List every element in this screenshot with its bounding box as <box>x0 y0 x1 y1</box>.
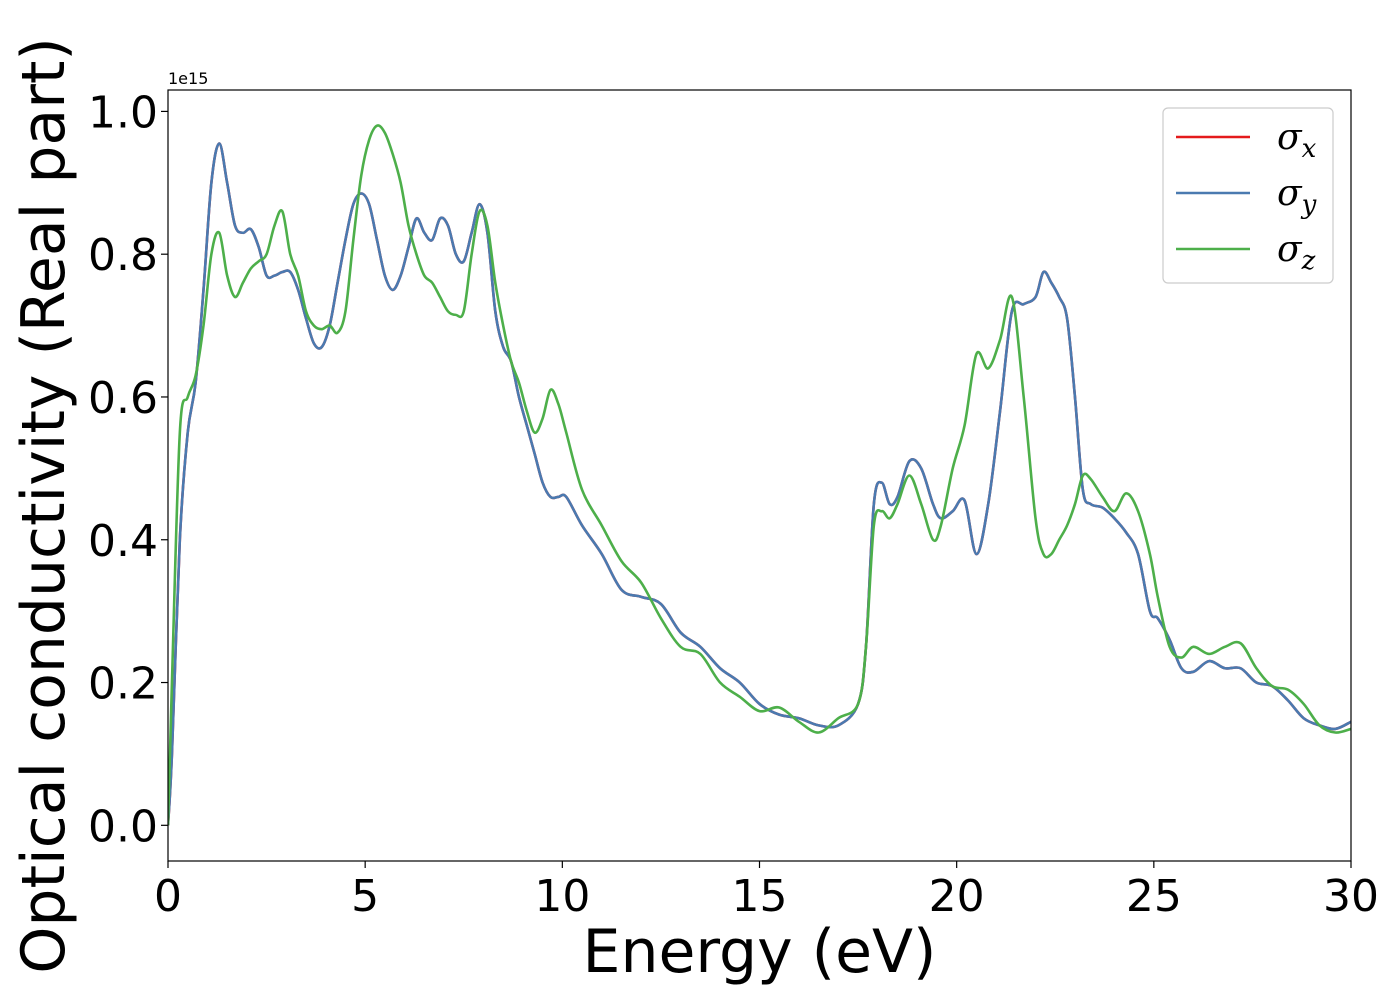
x-tick-label: 15 <box>732 871 788 922</box>
legend-label-z: σz <box>1277 229 1316 276</box>
y-axis-label: Optical conductivity (Real part) <box>9 37 79 974</box>
legend-subscript: z <box>1301 246 1316 276</box>
legend-subscript: y <box>1301 190 1317 220</box>
legend-symbol: σ <box>1277 117 1303 158</box>
legend-box <box>1162 107 1334 284</box>
legend-symbol: σ <box>1277 173 1303 214</box>
y-tick-label: 0.8 <box>88 230 158 281</box>
y-tick-label: 0.6 <box>88 373 158 424</box>
legend-symbol: σ <box>1277 229 1303 270</box>
y-axis-ticks: 0.0 0.2 0.4 0.6 0.8 1.0 <box>88 87 168 852</box>
y-tick-label: 0.4 <box>88 516 158 567</box>
series-line-y <box>168 142 1351 826</box>
x-tick-label: 0 <box>154 871 182 922</box>
y-tick-label: 0.0 <box>88 801 158 852</box>
x-tick-label: 5 <box>351 871 379 922</box>
x-tick-label: 10 <box>534 871 590 922</box>
legend-label-x: σx <box>1277 117 1317 164</box>
x-tick-label: 30 <box>1323 871 1379 922</box>
x-tick-label: 25 <box>1126 871 1182 922</box>
series-group <box>168 124 1351 826</box>
x-tick-label: 20 <box>929 871 985 922</box>
y-offset-label: 1e15 <box>168 69 208 88</box>
series-line-z <box>168 124 1351 826</box>
legend-label-y: σy <box>1277 173 1317 220</box>
y-tick-label: 0.2 <box>88 659 158 710</box>
x-axis-ticks: 0 5 10 15 20 25 30 <box>154 861 1379 922</box>
y-tick-label: 1.0 <box>88 87 158 138</box>
legend-subscript: x <box>1302 134 1317 164</box>
x-axis-label: Energy (eV) <box>583 917 937 987</box>
